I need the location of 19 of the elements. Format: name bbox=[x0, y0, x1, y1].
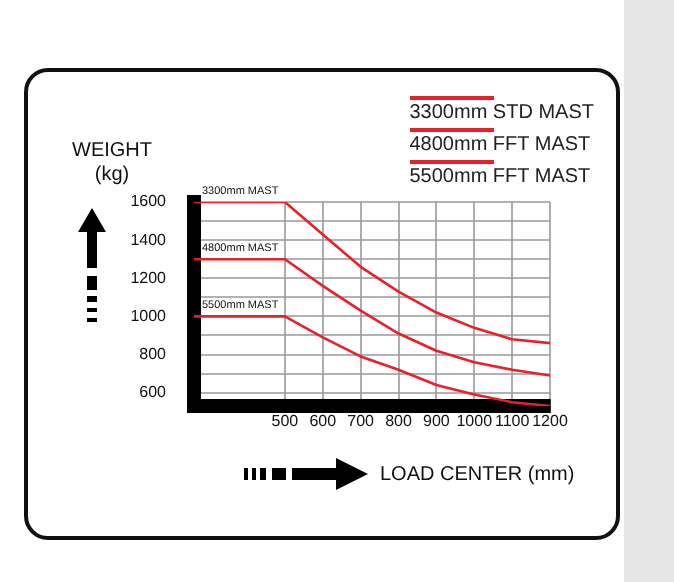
x-tick-label: 800 bbox=[385, 412, 413, 431]
y-axis-title: WEIGHT (kg) bbox=[72, 140, 152, 188]
x-tick-label: 1200 bbox=[532, 412, 569, 431]
y-tick-label: 1200 bbox=[130, 268, 168, 287]
x-tick-label: 600 bbox=[309, 412, 338, 431]
x-tick-label: 700 bbox=[347, 412, 376, 431]
legend-label: 3300mm STD MAST bbox=[409, 102, 594, 124]
x-tick-label: 1000 bbox=[456, 412, 494, 431]
y-tick-label: 1400 bbox=[130, 230, 168, 249]
x-axis-title: LOAD CENTER (mm) bbox=[380, 464, 575, 486]
legend-label: 5500mm FFT MAST bbox=[409, 166, 591, 188]
legend-label: 4800mm FFT MAST bbox=[409, 134, 591, 156]
y-tick-label: 600 bbox=[139, 383, 168, 402]
y-tick-label: 800 bbox=[139, 344, 168, 363]
x-tick-label: 900 bbox=[423, 412, 451, 431]
x-tick-label: 500 bbox=[271, 412, 300, 431]
x-tick-label: 1100 bbox=[494, 412, 531, 431]
y-tick-label: 1600 bbox=[130, 192, 168, 211]
y-tick-label: 1000 bbox=[130, 306, 168, 325]
